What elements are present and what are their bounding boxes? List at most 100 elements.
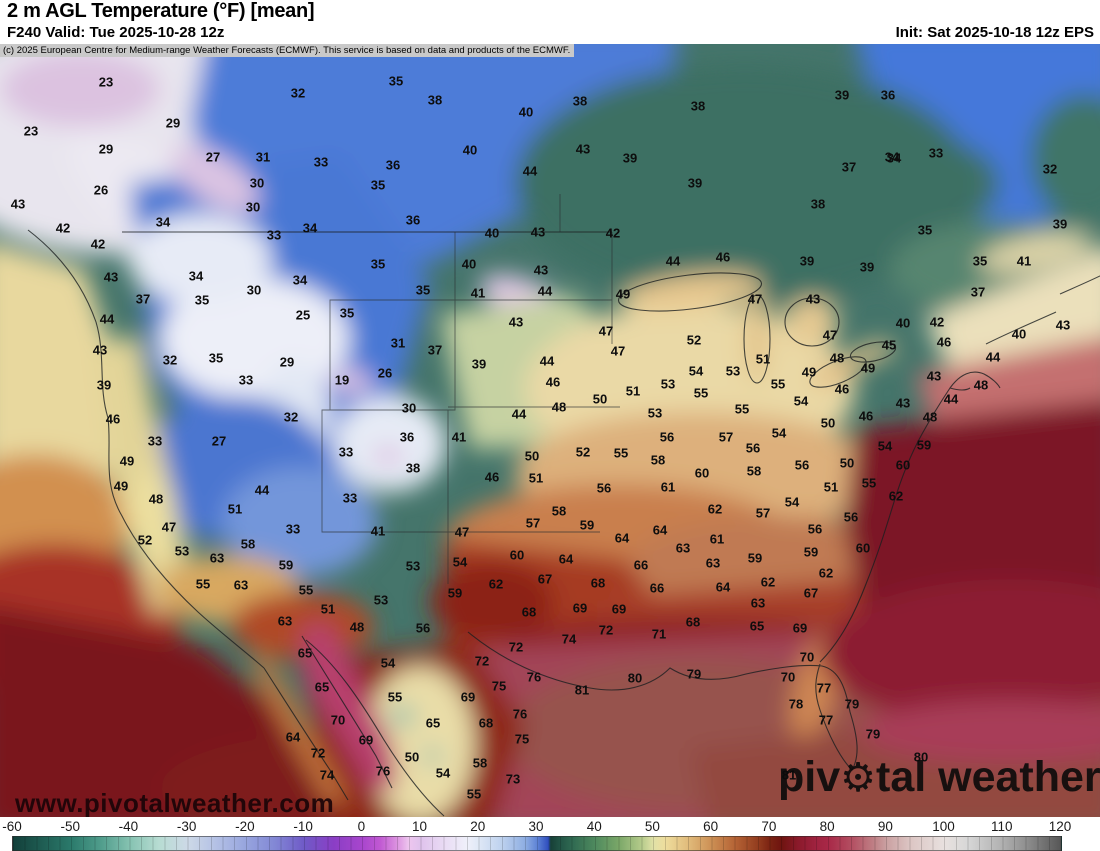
temp-label: 69 [611, 601, 627, 617]
temp-label: 50 [820, 415, 836, 431]
temp-label: 43 [508, 314, 524, 330]
temp-label: 60 [509, 547, 525, 563]
colorbar-tick: 110 [991, 819, 1013, 834]
temp-label: 62 [760, 574, 776, 590]
temp-label: 78 [788, 696, 804, 712]
forecast-map[interactable]: 23 32 35 38 23 29 29 27 31 33 36 30 35 26 30 36 43 34 42 33… [0, 44, 1100, 817]
colorbar: -60 -50 -40 -30 -20 -10 0 10 20 30 40 50 60 70 80 90 100… [0, 817, 1100, 851]
temp-label: 80 [913, 749, 929, 765]
colorbar-tick: 70 [761, 819, 777, 834]
temp-label: 34 [302, 220, 318, 236]
temp-label: 53 [373, 592, 389, 608]
temp-label: 63 [209, 550, 225, 566]
temp-label: 72 [598, 622, 614, 638]
colorbar-tick: 40 [586, 819, 602, 834]
temp-label: 70 [330, 712, 346, 728]
temp-label: 44 [537, 283, 553, 299]
header: 2 m AGL Temperature (°F) [mean] F240 Val… [0, 0, 1100, 44]
temp-label: 46 [715, 249, 731, 265]
temp-label: 39 [687, 175, 703, 191]
map-borders [27, 229, 1100, 817]
temp-label: 57 [525, 515, 541, 531]
temp-label: 55 [298, 582, 314, 598]
temp-label: 35 [194, 292, 210, 308]
temp-label: 27 [205, 149, 221, 165]
temp-label: 68 [685, 614, 701, 630]
temp-label: 33 [928, 145, 944, 161]
temp-label: 43 [103, 269, 119, 285]
temp-label: 54 [877, 438, 893, 454]
temp-label: 33 [313, 154, 329, 170]
init-time-label: Init: Sat 2025-10-18 12z EPS [895, 24, 1094, 41]
temp-label: 50 [404, 749, 420, 765]
temp-label: 69 [572, 600, 588, 616]
colorbar-tick: -30 [176, 819, 197, 834]
map-shading [0, 44, 1100, 817]
temp-label: 46 [834, 381, 850, 397]
temp-label: 52 [137, 532, 153, 548]
state-borders [321, 194, 620, 584]
temp-label: 26 [93, 182, 109, 198]
watermark-url: www.pivotalweather.com [15, 788, 334, 817]
temp-label: 72 [310, 745, 326, 761]
temp-label: 33 [342, 490, 358, 506]
temp-label: 29 [98, 141, 114, 157]
logo-text-left: piv [778, 753, 841, 801]
temp-label: 49 [860, 360, 876, 376]
temp-label: 44 [943, 391, 959, 407]
colorbar-tick: 50 [644, 819, 660, 834]
temp-label: 63 [705, 555, 721, 571]
temp-label: 34 [188, 268, 204, 284]
temp-label: 40 [462, 142, 478, 158]
temp-label: 60 [895, 457, 911, 473]
colorbar-tick: -50 [60, 819, 80, 834]
temp-label: 48 [551, 399, 567, 415]
temp-label: 49 [113, 478, 129, 494]
temp-label: 55 [466, 786, 482, 802]
temp-label: 38 [405, 460, 421, 476]
temp-label: 42 [929, 314, 945, 330]
colorbar-ticks: -60 -50 -40 -30 -20 -10 0 10 20 30 40 50 60 70 80 90 100… [0, 817, 1100, 835]
temp-label: 23 [98, 74, 114, 90]
temp-label: 80 [627, 670, 643, 686]
temp-label: 70 [780, 669, 796, 685]
temp-label: 64 [652, 522, 668, 538]
temp-label: 66 [649, 580, 665, 596]
temp-label: 60 [694, 465, 710, 481]
temp-label: 77 [816, 680, 832, 696]
temp-label: 39 [622, 150, 638, 166]
temp-label: 70 [799, 649, 815, 665]
temp-label: 39 [96, 377, 112, 393]
temp-label: 50 [524, 448, 540, 464]
temp-label: 43 [575, 141, 591, 157]
temp-label: 53 [174, 543, 190, 559]
temp-label: 79 [844, 696, 860, 712]
temp-label: 34 [884, 149, 900, 165]
temp-label: 39 [834, 87, 850, 103]
temp-label: 58 [240, 536, 256, 552]
temp-label: 81 [781, 767, 797, 783]
gear-icon: ⚙ [840, 755, 876, 801]
temp-label: 47 [161, 519, 177, 535]
temp-label: 26 [377, 365, 393, 381]
temp-label: 38 [690, 98, 706, 114]
temp-label: 63 [750, 595, 766, 611]
temp-label: 57 [755, 505, 771, 521]
temp-label: 39 [1052, 216, 1068, 232]
temp-label: 51 [625, 383, 641, 399]
temp-label: 34 [292, 272, 308, 288]
temp-label: 43 [10, 196, 26, 212]
temp-label: 33 [266, 227, 282, 243]
temp-label: 44 [511, 406, 527, 422]
temp-label: 55 [861, 475, 877, 491]
temp-label: 40 [895, 315, 911, 331]
temp-label: 47 [747, 291, 763, 307]
temp-label: 65 [749, 618, 765, 634]
temp-label: 50 [839, 455, 855, 471]
temp-label: 62 [888, 488, 904, 504]
temp-label: 55 [734, 401, 750, 417]
temp-label: 40 [484, 225, 500, 241]
colorbar-tick: 20 [470, 819, 486, 834]
temp-label: 48 [148, 491, 164, 507]
